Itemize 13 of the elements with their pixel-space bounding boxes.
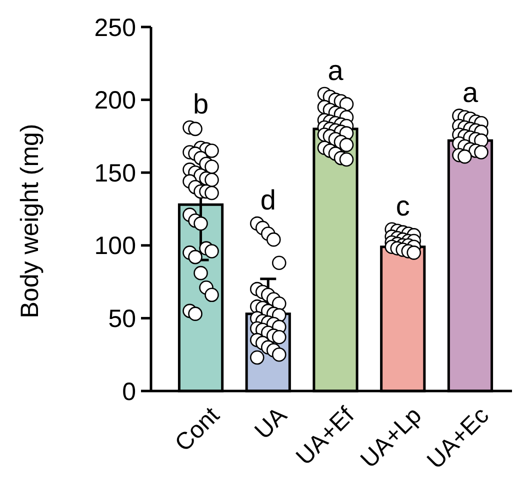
annotation: d — [260, 184, 276, 216]
y-tick-label: 100 — [94, 232, 136, 260]
x-tick-label: UA — [250, 402, 292, 445]
y-tick-label: 250 — [94, 14, 136, 42]
y-tick-label: 50 — [108, 304, 136, 333]
y-tick-label: 0 — [122, 378, 136, 406]
annotation: a — [328, 54, 344, 86]
annotation: b — [192, 88, 209, 120]
annotation: a — [462, 76, 478, 108]
y-axis-title: Body weight (mg) — [16, 124, 44, 318]
y-tick-label: 200 — [94, 86, 136, 115]
y-tick-label: 150 — [94, 159, 136, 188]
annotation: c — [396, 190, 410, 222]
